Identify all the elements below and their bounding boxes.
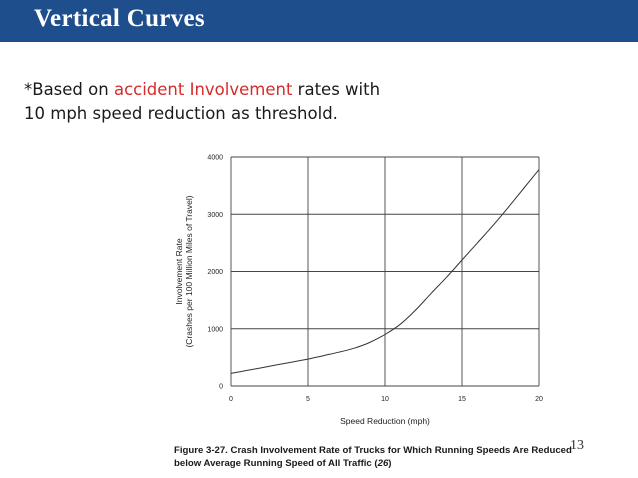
slide-title: Vertical Curves <box>34 5 205 32</box>
x-tick-label: 5 <box>306 396 310 403</box>
note-highlight: accident Involvement <box>113 80 293 99</box>
y-tick-label: 3000 <box>207 212 223 219</box>
grid <box>230 156 540 387</box>
chart: 0 5 10 15 20 0 1000 2000 3000 4000 Speed Reducti… <box>174 155 543 427</box>
note-text: *Based on accident Involvement rates wit… <box>24 78 444 126</box>
page-number: 13 <box>570 438 584 453</box>
chart-container: 0 5 10 15 20 0 1000 2000 3000 4000 Speed Reducti… <box>170 150 570 435</box>
x-axis-label: Speed Reduction (mph) <box>340 416 430 426</box>
caption-ref: 26 <box>377 458 389 469</box>
note-prefix: *Based on <box>24 80 114 99</box>
title-bar: Vertical Curves <box>0 0 638 42</box>
note-line2: 10 mph speed reduction as threshold. <box>24 104 338 123</box>
caption-end: ) <box>388 458 392 469</box>
y-tick-labels: 0 1000 2000 3000 4000 <box>207 155 223 391</box>
caption-main: Figure 3-27. Crash Involvement Rate of T… <box>174 445 572 469</box>
y-tick-label: 2000 <box>207 269 223 276</box>
x-tick-labels: 0 5 10 15 20 <box>229 396 543 403</box>
x-tick-label: 0 <box>229 396 233 403</box>
y-tick-label: 0 <box>219 384 223 391</box>
y-tick-label: 4000 <box>207 155 223 162</box>
note-suffix: rates with <box>292 80 381 99</box>
y-tick-label: 1000 <box>207 326 223 333</box>
y-axis-label-line2: (Crashes per 100 Million Miles of Travel… <box>184 195 194 347</box>
x-tick-label: 10 <box>381 396 389 403</box>
x-tick-label: 15 <box>458 396 466 403</box>
figure-caption: Figure 3-27. Crash Involvement Rate of T… <box>174 444 574 470</box>
series-line <box>230 169 540 374</box>
y-axis-label-line1: Involvement Rate <box>174 238 184 304</box>
x-tick-label: 20 <box>535 396 543 403</box>
